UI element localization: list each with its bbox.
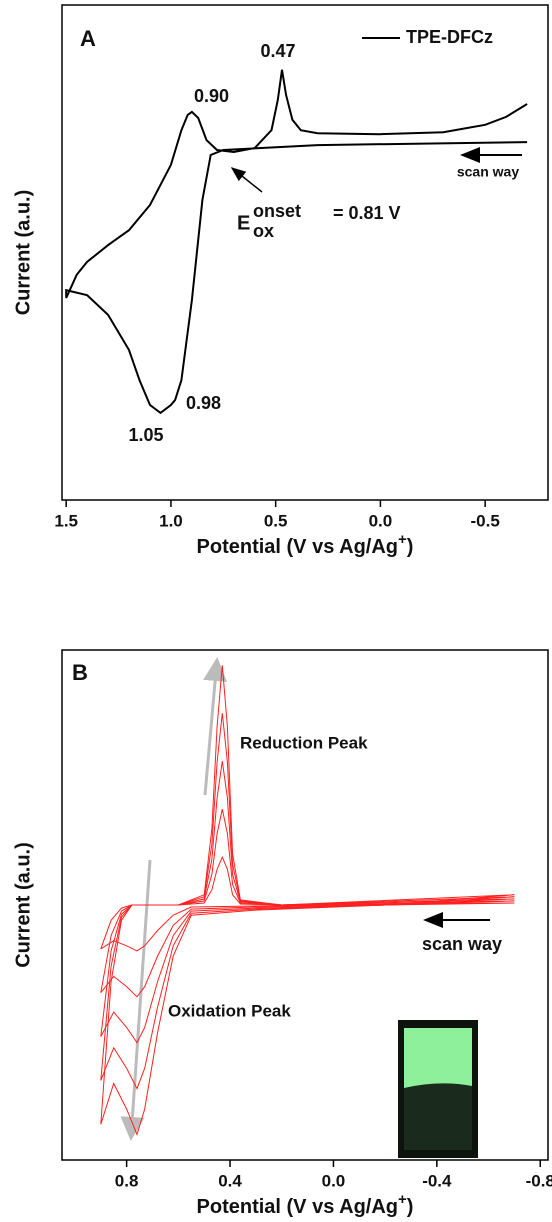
legend-label: TPE-DFCz: [406, 27, 493, 47]
onset-sup: onset: [253, 201, 301, 221]
x-axis-label: Potential (V vs Ag/Ag+): [197, 531, 414, 558]
curve: [100, 808, 515, 998]
x-tick-label: 0.4: [218, 1171, 242, 1190]
x-tick-label: 1.5: [54, 511, 78, 530]
x-tick-label: -0.4: [422, 1171, 452, 1190]
x-axis-label-text: Potential (V vs Ag/Ag: [197, 1196, 399, 1218]
x-tick-label: -0.5: [471, 511, 500, 530]
x-tick-label: -0.8: [526, 1171, 552, 1190]
curve: [100, 855, 515, 952]
onset-symbol: E: [237, 212, 250, 234]
curve: [65, 69, 528, 415]
x-tick-label: 0.0: [369, 511, 393, 530]
x-axis-label-end: ): [407, 1196, 414, 1218]
grey-arrow: [120, 859, 152, 1141]
x-axis-label: Potential (V vs Ag/Ag+): [197, 1191, 414, 1218]
x-axis-label-sup: +: [398, 531, 407, 548]
onset-arrow: [230, 167, 263, 193]
onset-sub: ox: [253, 221, 274, 241]
annotation: 0.90: [194, 86, 229, 106]
annotation: 0.47: [260, 41, 295, 61]
plot-frame: [61, 649, 549, 1161]
x-tick-label: 1.0: [159, 511, 183, 530]
grey-arrow: [203, 657, 228, 796]
inset-photo: [398, 1020, 478, 1158]
panel-label: A: [80, 26, 96, 51]
scan-label: scan way: [457, 164, 519, 180]
annotation: Reduction Peak: [240, 733, 368, 752]
x-axis-label-sup: +: [398, 1191, 407, 1208]
panel-label: B: [72, 660, 88, 685]
annotation: Oxidation Peak: [168, 1001, 291, 1020]
x-tick-label: 0.5: [264, 511, 288, 530]
x-tick-label: 0.0: [322, 1171, 346, 1190]
annotation: 0.98: [186, 393, 221, 413]
y-axis-label: Current (a.u.): [12, 842, 34, 968]
x-axis-label-end: ): [407, 536, 414, 558]
annotation: 1.05: [128, 425, 163, 445]
x-tick-label: 0.8: [115, 1171, 139, 1190]
y-axis-label: Current (a.u.): [12, 190, 34, 316]
plot-frame: [61, 4, 549, 501]
x-axis-label-text: Potential (V vs Ag/Ag: [197, 536, 399, 558]
onset-value: = 0.81 V: [333, 203, 401, 223]
scan-label: scan way: [422, 934, 502, 954]
